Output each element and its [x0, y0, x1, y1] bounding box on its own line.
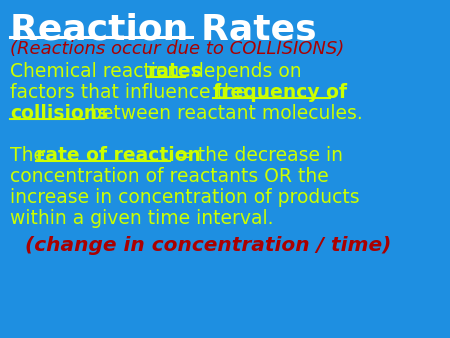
Text: Chemical reaction: Chemical reaction: [10, 62, 185, 81]
Text: factors that influence the: factors that influence the: [10, 83, 253, 102]
Text: (change in concentration / time): (change in concentration / time): [25, 236, 391, 255]
Text: depends on: depends on: [186, 62, 302, 81]
Text: Reaction Rates: Reaction Rates: [10, 12, 317, 46]
Text: between reactant molecules.: between reactant molecules.: [84, 104, 363, 123]
Text: rates: rates: [147, 62, 202, 81]
Text: collisions: collisions: [10, 104, 108, 123]
Text: concentration of reactants OR the: concentration of reactants OR the: [10, 167, 329, 186]
Text: rate of reaction: rate of reaction: [36, 146, 201, 165]
Text: within a given time interval.: within a given time interval.: [10, 209, 274, 228]
Text: frequency of: frequency of: [213, 83, 347, 102]
Text: increase in concentration of products: increase in concentration of products: [10, 188, 360, 207]
Text: The: The: [10, 146, 51, 165]
Text: = the decrease in: = the decrease in: [170, 146, 343, 165]
Text: (Reactions occur due to COLLISIONS): (Reactions occur due to COLLISIONS): [10, 40, 344, 58]
